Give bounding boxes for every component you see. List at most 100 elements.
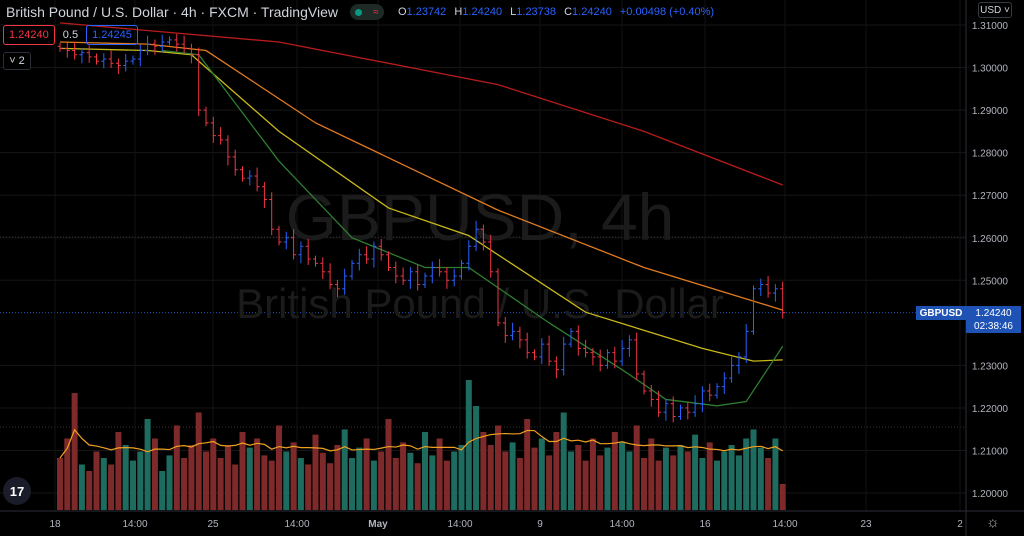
volume-bar — [422, 432, 428, 510]
volume-bar — [641, 458, 647, 510]
price-tick: 1.26000 — [972, 234, 1009, 245]
volume-bar — [473, 406, 480, 510]
volume-bar — [714, 460, 720, 510]
trade-buttons: 1.24240 0.5 1.24245 — [3, 25, 138, 45]
chart-legend: British Pound / U.S. Dollar · 4h · FXCM … — [6, 4, 719, 20]
volume-bar — [166, 455, 173, 510]
volume-bar — [151, 438, 158, 510]
volume-bar — [662, 447, 669, 510]
time-axis[interactable]: 18 14:00 25 14:00 May 14:00 9 14:00 16 14:00 23 2 — [49, 519, 963, 530]
time-tick: 14:00 — [772, 519, 797, 530]
volume-bar — [750, 429, 757, 510]
volume-bar — [159, 471, 166, 510]
last-price-symbol-label: GBPUSD — [916, 306, 966, 320]
volume-bar — [378, 451, 385, 510]
time-tick: 14:00 — [447, 519, 472, 530]
volume-bar — [757, 447, 764, 510]
volume-bar — [327, 463, 334, 510]
price-tick: 1.31000 — [972, 21, 1009, 32]
volume-bar — [297, 458, 304, 510]
volume-bar — [356, 447, 363, 510]
volume-bar — [502, 451, 509, 510]
time-tick: 18 — [49, 519, 61, 530]
indicators-toggle-button[interactable]: ˅ 2 — [3, 52, 31, 70]
time-tick: 2 — [957, 519, 963, 530]
data-status-icon: ≈ — [373, 6, 379, 18]
volume-bar — [254, 438, 261, 510]
symbol-title[interactable]: British Pound / U.S. Dollar · 4h · FXCM … — [6, 4, 338, 20]
volume-bar — [429, 455, 436, 510]
volume-bar — [524, 419, 531, 510]
watermark-symbol: GBPUSD, 4h — [286, 180, 675, 254]
volume-bar — [560, 412, 567, 510]
volume-bar — [670, 455, 677, 510]
currency-dropdown[interactable]: USD ˅ — [978, 2, 1012, 18]
spread: 0.5 — [62, 29, 79, 41]
last-price-label: 1.24240 02:38:46 — [966, 306, 1021, 333]
price-axis[interactable]: 1.31000 1.30000 1.29000 1.28000 1.27000 1.260… — [972, 21, 1009, 500]
volume-bar — [611, 432, 618, 510]
time-tick: 14:00 — [284, 519, 309, 530]
volume-bar — [509, 442, 516, 510]
volume-bar — [137, 451, 144, 510]
volume-bar — [575, 445, 582, 510]
volume-bar — [597, 455, 604, 510]
volume-bar — [108, 464, 115, 510]
volume-bar — [268, 460, 275, 510]
volume-bar — [648, 438, 655, 510]
ohlc-values: O1.23742 H1.24240 L1.23738 C1.24240 +0.0… — [397, 6, 715, 18]
volume-bar — [370, 460, 377, 510]
volume-bars — [57, 380, 786, 510]
volume-bar — [655, 460, 662, 510]
volume-bar — [349, 458, 355, 510]
ma50-line — [59, 47, 783, 362]
market-status[interactable]: ≈ — [349, 4, 384, 20]
volume-bar — [400, 442, 407, 510]
volume-bar — [568, 451, 574, 510]
tradingview-logo[interactable]: 17 — [3, 477, 31, 505]
time-tick: 25 — [207, 519, 219, 530]
volume-bar — [728, 445, 735, 510]
volume-bar — [224, 445, 231, 510]
sell-button[interactable]: 1.24240 — [3, 25, 55, 45]
volume-bar — [334, 445, 341, 510]
volume-bar — [538, 438, 545, 510]
volume-bar — [385, 419, 392, 510]
volume-bar — [487, 445, 494, 510]
volume-bar — [283, 451, 290, 510]
volume-bar — [93, 451, 100, 510]
volume-bar — [414, 463, 421, 510]
time-tick: 14:00 — [122, 519, 147, 530]
volume-bar — [495, 425, 501, 510]
volume-bar — [246, 447, 253, 510]
volume-bar — [735, 455, 742, 510]
price-tick: 1.30000 — [972, 64, 1009, 75]
volume-bar — [312, 434, 319, 510]
volume-bar — [305, 464, 312, 510]
price-tick: 1.27000 — [972, 191, 1009, 202]
time-tick: 23 — [860, 519, 872, 530]
volume-bar — [465, 380, 472, 510]
volume-bar — [684, 451, 691, 510]
price-tick: 1.25000 — [972, 276, 1009, 287]
volume-bar — [217, 458, 224, 510]
volume-bar — [64, 438, 71, 510]
volume-bar — [407, 452, 414, 510]
volume-bar — [436, 438, 443, 510]
ma200-line — [59, 22, 783, 186]
volume-bar — [100, 458, 107, 510]
volume-bar — [677, 445, 684, 510]
volume-bar — [195, 412, 202, 510]
time-tick: May — [368, 519, 388, 530]
volume-bar — [341, 429, 348, 510]
volume-bar — [779, 484, 786, 510]
volume-bar — [173, 425, 180, 510]
volume-bar — [290, 442, 297, 510]
buy-button[interactable]: 1.24245 — [86, 25, 138, 45]
settings-gear-icon[interactable]: ☼ — [986, 514, 1000, 531]
volume-bar — [319, 452, 326, 510]
volume-bar — [276, 425, 282, 510]
price-tick: 1.23000 — [972, 361, 1009, 372]
volume-bar — [582, 460, 589, 510]
